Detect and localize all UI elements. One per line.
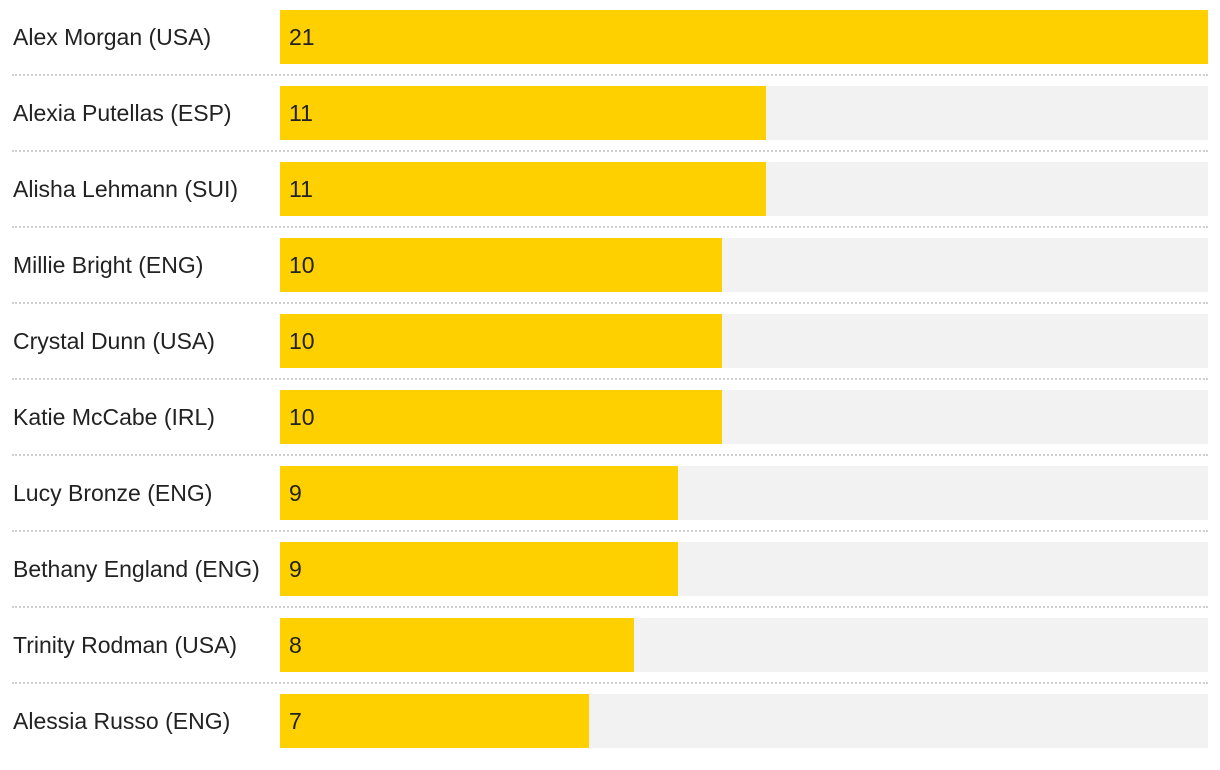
category-label: Alisha Lehmann (SUI) [13, 176, 238, 202]
bar-track: 7 [280, 694, 1208, 748]
bar [280, 390, 722, 444]
bar-row: Millie Bright (ENG) 10 [0, 238, 1220, 314]
bar-row: Katie McCabe (IRL) 10 [0, 390, 1220, 466]
bar [280, 694, 589, 748]
data-label: 10 [289, 404, 315, 430]
category-label: Millie Bright (ENG) [13, 252, 204, 278]
category-label: Crystal Dunn (USA) [13, 328, 215, 354]
category-label: Alessia Russo (ENG) [13, 708, 231, 734]
bar-row: Alexia Putellas (ESP) 11 [0, 86, 1220, 162]
bar-track: 10 [280, 238, 1208, 292]
row-divider [12, 74, 1208, 76]
data-label: 7 [289, 708, 302, 734]
bar [280, 542, 678, 596]
data-label: 9 [289, 480, 302, 506]
bar-track: 11 [280, 86, 1208, 140]
data-label: 9 [289, 556, 302, 582]
row-divider [12, 226, 1208, 228]
category-label: Alex Morgan (USA) [13, 24, 212, 50]
data-label: 10 [289, 328, 315, 354]
data-label: 8 [289, 632, 302, 658]
bar-row: Crystal Dunn (USA) 10 [0, 314, 1220, 390]
data-label: 21 [289, 24, 315, 50]
row-divider [12, 302, 1208, 304]
bar-track: 9 [280, 466, 1208, 520]
bar-row: Bethany England (ENG) 9 [0, 542, 1220, 618]
row-divider [12, 378, 1208, 380]
bar [280, 314, 722, 368]
category-label: Katie McCabe (IRL) [13, 404, 215, 430]
bar [280, 618, 634, 672]
bar [280, 10, 1208, 64]
bar-row: Trinity Rodman (USA) 8 [0, 618, 1220, 694]
row-divider [12, 606, 1208, 608]
category-label: Lucy Bronze (ENG) [13, 480, 213, 506]
bar [280, 162, 766, 216]
bar-row: Alisha Lehmann (SUI) 11 [0, 162, 1220, 238]
row-divider [12, 454, 1208, 456]
bar-row: Alessia Russo (ENG) 7 [0, 694, 1220, 770]
category-label: Bethany England (ENG) [13, 556, 260, 582]
data-label: 10 [289, 252, 315, 278]
row-divider [12, 150, 1208, 152]
category-label: Trinity Rodman (USA) [13, 632, 238, 658]
bar [280, 238, 722, 292]
category-label: Alexia Putellas (ESP) [13, 100, 232, 126]
bar-track: 21 [280, 10, 1208, 64]
bar-track: 11 [280, 162, 1208, 216]
bar-track: 10 [280, 314, 1208, 368]
bar-row: Lucy Bronze (ENG) 9 [0, 466, 1220, 542]
bar-track: 8 [280, 618, 1208, 672]
bar-track: 10 [280, 390, 1208, 444]
data-label: 11 [289, 100, 313, 126]
row-divider [12, 530, 1208, 532]
bar [280, 466, 678, 520]
bar-row: Alex Morgan (USA) 21 [0, 10, 1220, 86]
data-label: 11 [289, 176, 313, 202]
bar-track: 9 [280, 542, 1208, 596]
row-divider [12, 682, 1208, 684]
bar [280, 86, 766, 140]
